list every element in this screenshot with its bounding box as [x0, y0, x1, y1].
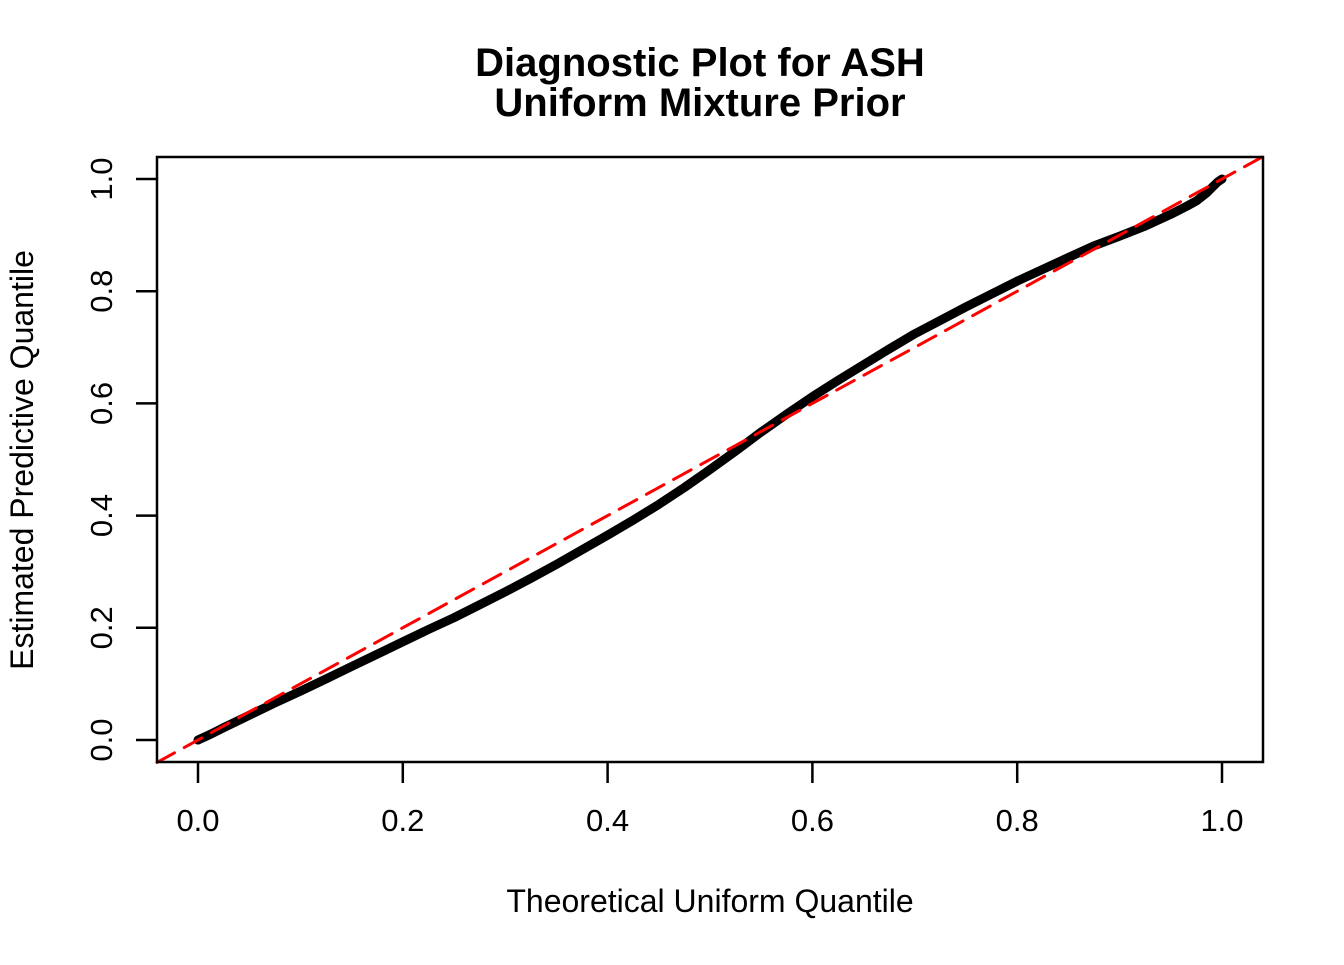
x-tick-label: 0.0 [176, 803, 219, 838]
x-tick-label: 0.4 [586, 803, 629, 838]
qq-curve [193, 174, 1227, 745]
x-tick-label: 0.2 [381, 803, 424, 838]
x-tick-label: 0.8 [996, 803, 1039, 838]
y-tick-label: 1.0 [84, 157, 119, 200]
x-axis-title: Theoretical Uniform Quantile [506, 883, 913, 919]
identity-line [155, 155, 1265, 764]
x-tick-label: 1.0 [1200, 803, 1243, 838]
y-tick-label: 0.0 [84, 718, 119, 761]
y-tick-label: 0.8 [84, 270, 119, 313]
plot-frame [155, 155, 1265, 764]
y-tick-label: 0.6 [84, 382, 119, 425]
y-tick-label: 0.2 [84, 606, 119, 649]
series-layer [155, 155, 1265, 764]
axes-layer: 0.0 0.2 0.4 0.6 0.8 1.0 0.0 0.2 0.4 0.6 0.8 1.0 [84, 157, 1244, 838]
y-axis-title: Estimated Predictive Quantile [4, 250, 40, 670]
chart-title-line-1: Diagnostic Plot for ASH [475, 41, 925, 85]
x-tick-label: 0.6 [791, 803, 834, 838]
chart-title-line-2: Uniform Mixture Prior [494, 81, 905, 125]
y-tick-label: 0.4 [84, 494, 119, 537]
